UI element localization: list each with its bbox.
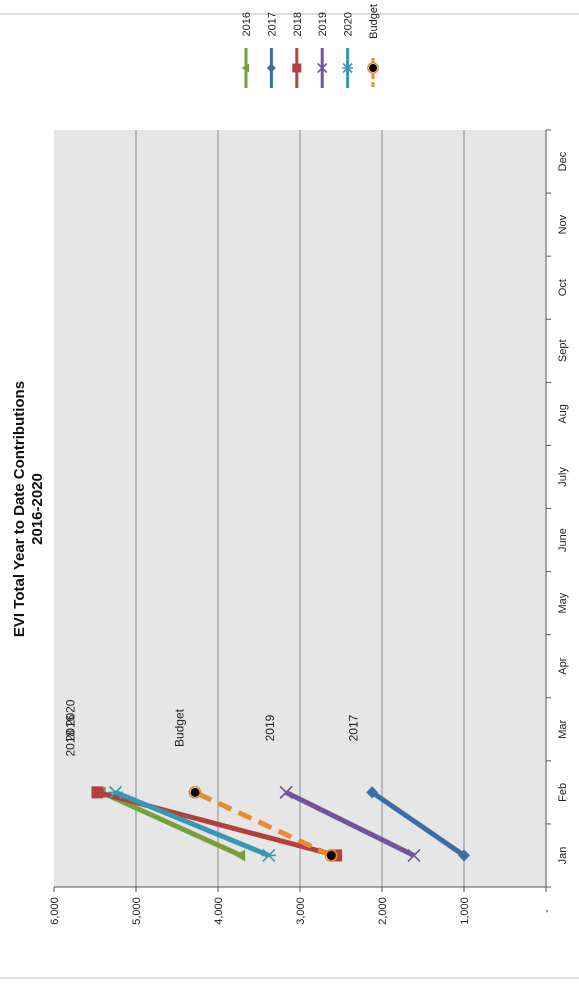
chart-title-group: EVI Total Year to Date Contributions 201… [11,381,46,637]
legend-label: 2019 [317,12,329,36]
x-tick-label: Nov [557,214,569,234]
y-tick-label: 5,000 [131,897,143,925]
y-axis-ticks: - 1,000 2,000 3,000 4,000 5,000 6,000 [49,887,553,925]
series-marker [366,786,379,799]
series-group [91,785,470,863]
legend-item-budget: Budget [367,4,380,88]
y-tick-label: 4,000 [213,897,225,925]
legend-label: 2017 [266,12,278,36]
series-line [193,790,333,858]
legend-label: 2020 [343,12,355,36]
series-marker [279,785,293,799]
series-marker [458,849,470,862]
gridlines [135,130,465,887]
annotation-label: Budget [173,708,187,747]
series-marker [241,63,250,73]
series-marker [292,63,302,73]
y-tick-label: 3,000 [295,897,307,925]
annotation-label: 2019 [263,714,277,741]
series-line [284,790,416,858]
annotation-label: 2020 [64,699,78,726]
legend-item-2019: 2019 [317,12,329,88]
series-marker-ring [324,849,338,862]
series-marker [407,848,421,863]
chart-title: EVI Total Year to Date Contributions [11,381,28,637]
series-line [370,790,466,858]
x-tick-label: May [557,592,569,613]
series-marker [190,787,200,797]
x-tick-label: Aug [557,404,569,424]
legend: 2016 2017 2018 2019 2020 Budget [241,4,380,88]
series-marker [261,848,277,863]
x-tick-label: June [557,528,569,552]
legend-label: Budget [368,4,380,39]
legend-label: 2016 [241,12,253,36]
series-marker-ring [188,785,202,799]
y-tick-label: 6,000 [49,897,61,925]
legend-item-2018: 2018 [292,12,304,88]
y-tick-label: 1,000 [459,897,471,925]
legend-label: 2018 [292,12,304,36]
series-line [100,790,242,858]
x-tick-label: Mar [557,719,569,738]
series-budget [188,785,338,862]
x-tick-label: Feb [557,783,569,802]
x-tick-label: Sept [557,339,569,362]
series-marker [317,62,328,74]
legend-item-2020: 2020 [342,12,355,88]
x-axis-ticks: Jan Feb Mar Apr May June July Aug Sept Oct Nov Dec [546,129,569,888]
series-line [114,790,270,858]
annotation-label: 2017 [346,714,360,741]
series-2019 [279,785,421,863]
x-tick-label: July [557,467,569,487]
series-marker [326,850,336,860]
series-marker [234,849,246,862]
series-marker [266,63,276,73]
series-marker-ring [367,62,379,74]
x-tick-label: Jan [557,847,569,865]
annotation-label: 2016 [64,714,78,741]
chart-subtitle: 2016-2020 [29,473,46,545]
series-marker [342,62,353,74]
annotation-label: 2018 [64,730,78,757]
series-marker [108,785,123,799]
x-tick-label: Dec [557,151,569,171]
legend-item-2016: 2016 [241,12,253,88]
y-tick-label: - [541,909,553,913]
legend-item-2017: 2017 [266,12,278,88]
x-tick-label: Apr [557,657,569,674]
series-marker [369,64,377,72]
x-tick-label: Oct [557,279,569,296]
series-marker [91,786,104,799]
series-2017 [366,786,470,862]
y-tick-label: 2,000 [377,897,389,925]
series-2020 [108,785,277,863]
